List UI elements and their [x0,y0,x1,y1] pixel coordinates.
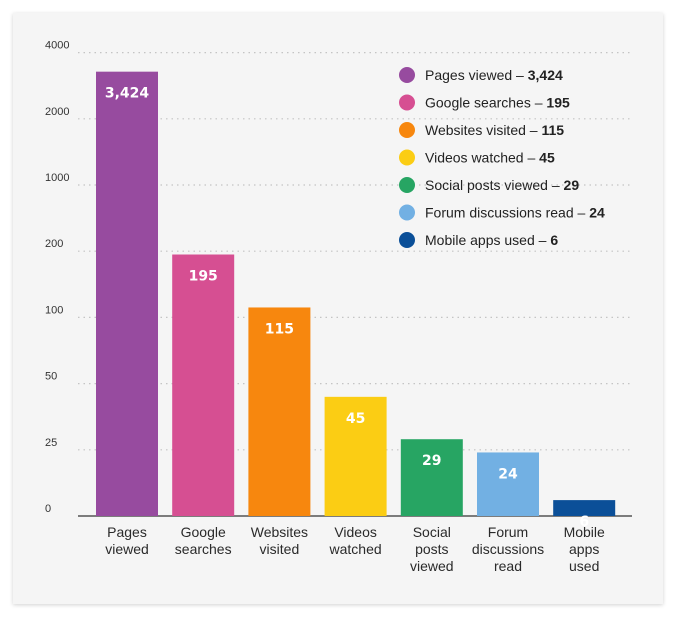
legend-entry: Websites visited – 115 [425,122,564,138]
x-tick-label: Websites visited [251,524,308,557]
x-tick-label: Social posts viewed [410,524,454,574]
x-tick-label: Videos watched [329,524,382,557]
y-tick-label: 25 [45,437,57,449]
data-label: 6 [579,514,589,530]
y-tick-label: 1000 [45,172,69,184]
bar [324,396,387,516]
data-label: 45 [346,411,365,427]
legend-marker [399,67,415,83]
y-tick-label: 4000 [45,40,69,52]
bar [477,452,539,516]
bar [553,500,616,516]
legend-entry: Social posts viewed – 29 [425,177,579,193]
y-tick-label: 2000 [45,106,69,118]
legend-marker [399,204,415,221]
legend-marker [399,94,415,111]
bar [172,254,235,516]
x-tick-label: Pages viewed [105,524,149,557]
data-label: 29 [422,453,441,469]
y-tick-label: 200 [45,238,63,250]
bar [248,307,311,516]
legend-entry: Forum discussions read – 24 [425,205,605,221]
legend-marker [399,232,415,248]
legend-entry: Pages viewed – 3,424 [425,67,563,83]
x-tick-label: Google searches [175,524,232,557]
y-tick-label: 100 [45,304,63,316]
data-label: 195 [189,269,218,285]
legend-entry: Videos watched – 45 [425,150,555,166]
y-tick-label: 50 [45,371,57,383]
legend-entry: Google searches – 195 [425,95,570,111]
legend-marker [399,122,415,138]
bar [400,439,463,516]
legend-entry: Mobile apps used – 6 [425,232,558,248]
data-label: 3,424 [105,86,150,102]
bar [96,71,158,517]
y-tick-label: 0 [45,503,51,515]
x-tick-label: Mobile apps used [564,524,605,574]
legend-marker [399,177,415,193]
x-tick-label: Forum discussions read [472,524,544,574]
data-label: 115 [265,321,294,337]
data-label: 24 [498,466,518,482]
legend-marker [399,149,415,166]
